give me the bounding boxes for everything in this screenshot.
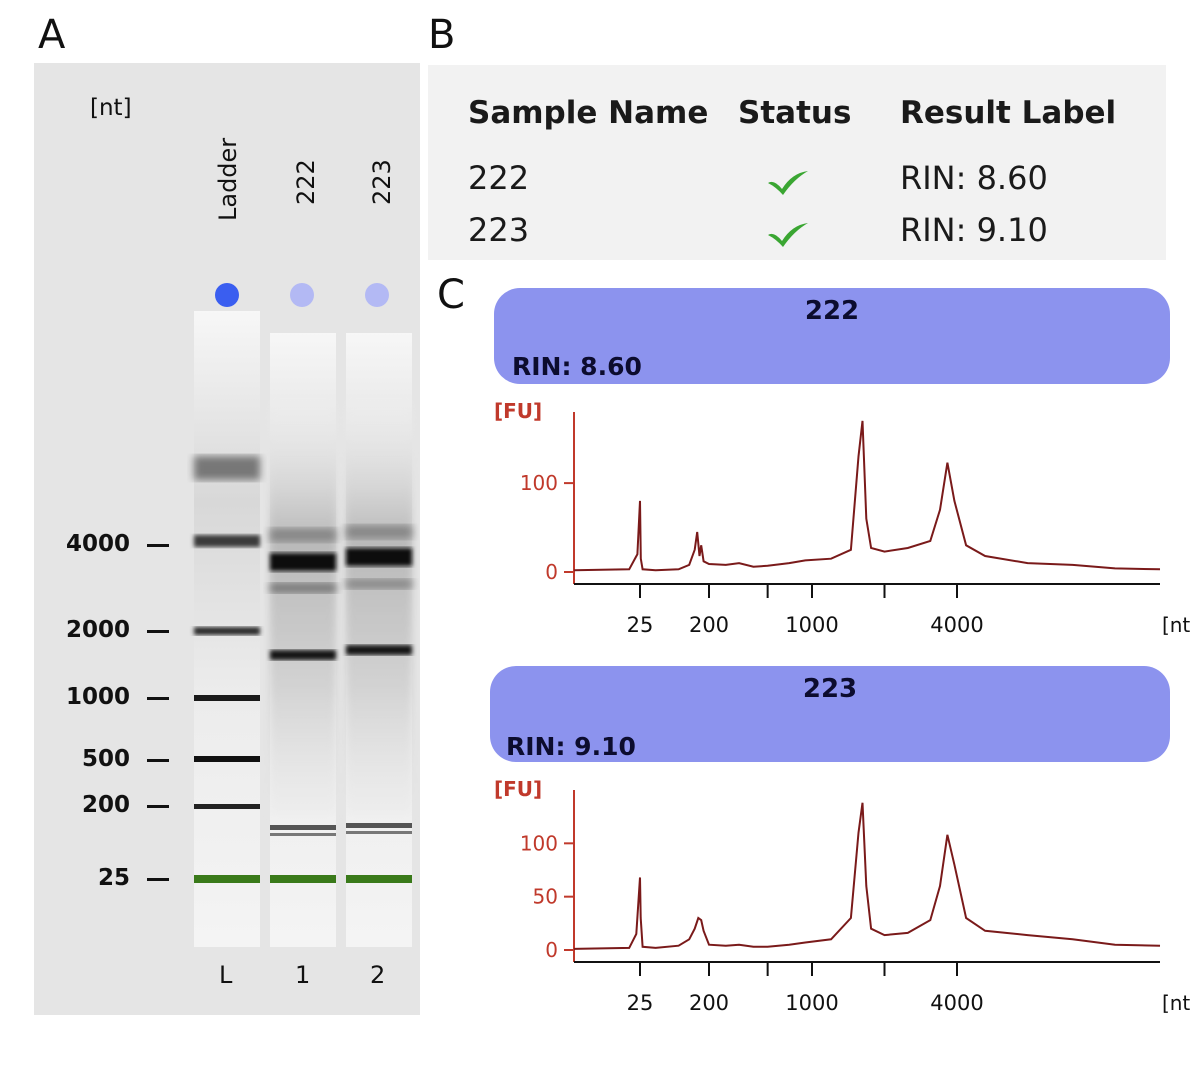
lane1-band-faint	[270, 528, 336, 542]
ladder-dash-500	[147, 759, 169, 762]
row-sample: 223	[468, 211, 530, 249]
row-result: RIN: 8.60	[900, 159, 1048, 197]
header-sample-name: Sample Name	[468, 95, 709, 131]
ladder-band-4000	[194, 535, 260, 547]
x-tick-label: 4000	[930, 991, 983, 1015]
ladder-dash-4000	[147, 544, 169, 547]
lane2-band-small-a	[346, 823, 412, 828]
panel-letter-c: C	[437, 272, 465, 318]
electropherogram-223: [FU] 0 50 100 25 200 1000 4000 [nt]	[494, 777, 1190, 1015]
ladder-dash-200	[147, 805, 169, 808]
banner-title: 222	[804, 296, 860, 326]
well-222	[290, 283, 314, 307]
x-tick-label: 1000	[785, 613, 838, 637]
ladder-tick-2000: 2000	[65, 617, 130, 643]
x-tick-label: 200	[689, 991, 729, 1015]
ladder-tick-500: 500	[81, 746, 130, 772]
ladder-dash-25	[147, 878, 169, 881]
banner-title: 223	[802, 674, 858, 704]
lane2-band-faint	[346, 525, 412, 539]
lane1-band-small-a	[270, 825, 336, 830]
ladder-dash-1000	[147, 697, 169, 700]
row-sample: 222	[468, 159, 530, 197]
lane2-band-small-b	[346, 831, 412, 834]
lane2-band-28s	[346, 548, 412, 566]
ladder-dash-2000	[147, 630, 169, 633]
y-tick-label: 100	[520, 831, 558, 855]
trace-line	[573, 420, 1161, 572]
lane1-band-18s	[270, 650, 336, 660]
gel-lanes-svg	[194, 283, 412, 947]
header-status: Status	[738, 95, 852, 131]
smear-223	[346, 393, 412, 813]
y-tick-label: 50	[533, 885, 558, 909]
banner-rin: RIN: 9.10	[506, 732, 636, 761]
lane1-band-25	[270, 875, 336, 883]
x-axis-label: [nt]	[1162, 991, 1190, 1015]
lane2-band-18s	[346, 645, 412, 655]
results-table: Sample Name Status Result Label 222 RIN:…	[428, 65, 1166, 260]
banner-rin: RIN: 8.60	[512, 352, 642, 381]
row-result: RIN: 9.10	[900, 211, 1048, 249]
check-icon	[768, 171, 808, 195]
x-tick-label: 25	[627, 991, 654, 1015]
ladder-tick-1000: 1000	[65, 684, 130, 710]
x-tick-label: 25	[627, 613, 654, 637]
ladder-band-25	[194, 875, 260, 883]
ladder-band-200	[194, 804, 260, 809]
y-tick-label: 0	[545, 938, 558, 962]
trace-line	[573, 802, 1161, 950]
panel-letter-a: A	[38, 12, 66, 58]
sample-banner-223: 223 RIN: 9.10	[490, 666, 1170, 762]
ladder-band-top	[194, 456, 260, 480]
ladder-tick-4000: 4000	[65, 531, 130, 557]
ladder-tick-200: 200	[81, 792, 130, 818]
y-tick-label: 0	[545, 560, 558, 584]
lane1-band-28s	[270, 553, 336, 571]
well-223	[365, 283, 389, 307]
lane-bottom-ladder: L	[219, 961, 233, 989]
ladder-band-1000	[194, 695, 260, 701]
panel-letter-b: B	[428, 12, 456, 58]
y-axis-label: [FU]	[494, 399, 542, 423]
x-tick-label: 1000	[785, 991, 838, 1015]
lane1-band-mid	[270, 583, 336, 593]
x-axis-label: [nt]	[1162, 613, 1190, 637]
ladder-band-2000	[194, 627, 260, 635]
y-tick-label: 100	[520, 471, 558, 495]
lane2-band-mid	[346, 579, 412, 589]
x-tick-label: 200	[689, 613, 729, 637]
ladder-tick-25: 25	[97, 865, 130, 891]
well-ladder	[215, 283, 239, 307]
lane-bottom-2: 2	[370, 961, 386, 989]
gel-unit-label: [nt]	[90, 95, 132, 121]
y-axis-label: [FU]	[494, 777, 542, 801]
check-icon	[768, 223, 808, 247]
sample-banner-222: 222 RIN: 8.60	[494, 288, 1170, 384]
lane-bottom-1: 1	[295, 961, 311, 989]
x-tick-label: 4000	[930, 613, 983, 637]
gel-image-panel: [nt] Ladder 222 223	[34, 63, 420, 1015]
ladder-band-500	[194, 756, 260, 762]
electropherogram-222: [FU] 0 100 25 200 1000 4000 [nt]	[494, 399, 1190, 637]
lane2-band-25	[346, 875, 412, 883]
smear-222	[270, 393, 336, 813]
lane1-band-small-b	[270, 833, 336, 836]
header-result-label: Result Label	[900, 95, 1117, 131]
